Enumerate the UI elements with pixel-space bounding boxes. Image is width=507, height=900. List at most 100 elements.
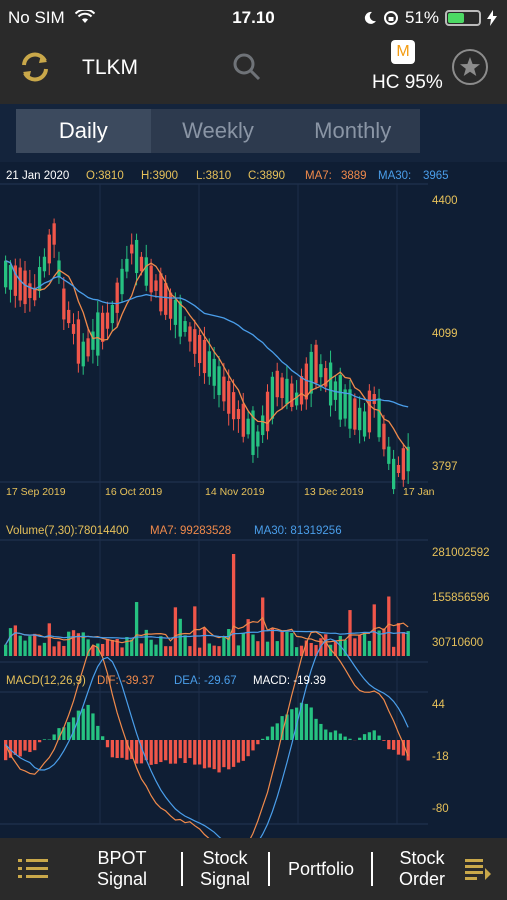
macd-tick-low: -80 — [432, 803, 449, 815]
nav-bpot-signal[interactable]: BPOT Signal — [82, 848, 162, 890]
candle-body — [125, 258, 129, 272]
volume-bar — [280, 631, 284, 656]
macd-bar — [261, 738, 265, 740]
wifi-icon — [75, 8, 96, 23]
candle-body — [241, 403, 245, 437]
volume-bar — [377, 630, 381, 656]
info-ma30: 3965 — [423, 170, 449, 182]
macd-bar — [270, 726, 275, 740]
volume-bar — [115, 638, 119, 656]
macd-bar — [348, 738, 352, 740]
ticker-title[interactable]: TLKM — [82, 56, 139, 79]
stock-chart[interactable]: 21 Jan 2020 O:3810 H:3900 L:3810 C:3890 … — [0, 162, 507, 838]
ma30-line — [5, 260, 409, 408]
macd-bar — [173, 740, 178, 764]
search-icon[interactable] — [232, 52, 262, 82]
volume-bar — [134, 602, 139, 656]
volume-bar — [217, 646, 221, 656]
candle-body — [37, 267, 42, 291]
volume-bar — [406, 631, 410, 656]
macd-bar — [343, 736, 347, 740]
volume-bar — [392, 646, 396, 656]
nav-bpot-line2: Signal — [96, 869, 148, 889]
volume-bar — [251, 634, 255, 656]
macd-bar — [159, 740, 163, 763]
volume-bar — [324, 634, 328, 656]
candle-body — [130, 244, 134, 254]
volume-bar — [372, 604, 376, 656]
volume-bar — [62, 645, 66, 656]
volume-bar — [81, 632, 85, 656]
macd-bar — [207, 740, 211, 768]
volume-bar — [164, 646, 168, 656]
macd-bar — [134, 740, 139, 764]
volume-bar — [241, 632, 245, 656]
candle-body — [328, 362, 333, 406]
candle-body — [134, 239, 139, 274]
candle-body — [149, 265, 153, 293]
status-bar: No SIM 17.10 51% — [0, 0, 507, 36]
volume-bar — [202, 628, 207, 656]
candle-body — [91, 331, 95, 350]
volume-bar — [299, 645, 304, 656]
macd-bar — [392, 740, 396, 750]
candle-body — [168, 292, 173, 319]
candle-body — [62, 288, 66, 320]
macd-tick-mid: -18 — [432, 751, 449, 763]
info-high: H:3900 — [141, 170, 178, 182]
candle-body — [67, 309, 71, 324]
refresh-icon[interactable] — [18, 50, 52, 84]
candle-body — [348, 389, 352, 429]
volume-bar — [188, 646, 192, 656]
menu-icon[interactable] — [18, 858, 48, 880]
tab-daily[interactable]: Daily — [16, 109, 151, 153]
volume-bar — [168, 646, 173, 656]
macd-bar — [52, 734, 56, 740]
price-tick-mid: 4099 — [432, 328, 458, 340]
candle-body — [392, 458, 396, 490]
candle-body — [222, 376, 226, 402]
nav-divider — [371, 852, 373, 886]
macd-bar — [314, 718, 318, 740]
candle-body — [372, 394, 376, 404]
nav-portfolio[interactable]: Portfolio — [276, 859, 366, 880]
candle-body — [13, 265, 17, 296]
volume-bar — [270, 628, 275, 656]
candle-body — [96, 312, 100, 356]
volume-bar — [231, 554, 236, 656]
macd-value: MACD: -19.39 — [253, 675, 326, 687]
candle-body — [8, 264, 13, 290]
tab-monthly[interactable]: Monthly — [314, 118, 392, 143]
macd-dif: DIF: -39.37 — [97, 675, 155, 687]
candle-body — [270, 376, 275, 419]
candle-body — [4, 260, 8, 288]
nav-stock-order[interactable]: Stock Order — [382, 848, 462, 890]
favorite-button[interactable] — [452, 49, 488, 85]
macd-bar — [358, 737, 362, 740]
dea-line — [5, 638, 409, 838]
candle-body — [319, 364, 323, 378]
macd-bar — [13, 740, 17, 755]
candle-body — [115, 282, 119, 313]
macd-bar — [125, 740, 129, 760]
candle-body — [86, 338, 90, 357]
macd-bar — [110, 740, 114, 758]
order-list-icon[interactable] — [465, 858, 491, 880]
macd-bar — [372, 730, 376, 740]
info-low: L:3810 — [196, 170, 231, 182]
nav-stock-signal[interactable]: Stock Signal — [187, 848, 263, 890]
macd-bar — [149, 740, 153, 765]
candle-body — [164, 283, 168, 315]
macd-bar — [241, 740, 245, 761]
macd-bar — [8, 740, 13, 758]
macd-bar — [246, 740, 250, 757]
volume-bar — [261, 597, 265, 656]
volume-bar — [52, 646, 56, 656]
candle-body — [57, 260, 61, 278]
volume-bar — [246, 619, 250, 656]
candle-body — [76, 319, 81, 364]
tab-weekly[interactable]: Weekly — [182, 118, 254, 143]
candle-body — [193, 329, 197, 354]
macd-bar — [406, 740, 410, 761]
volume-bar — [57, 641, 61, 656]
